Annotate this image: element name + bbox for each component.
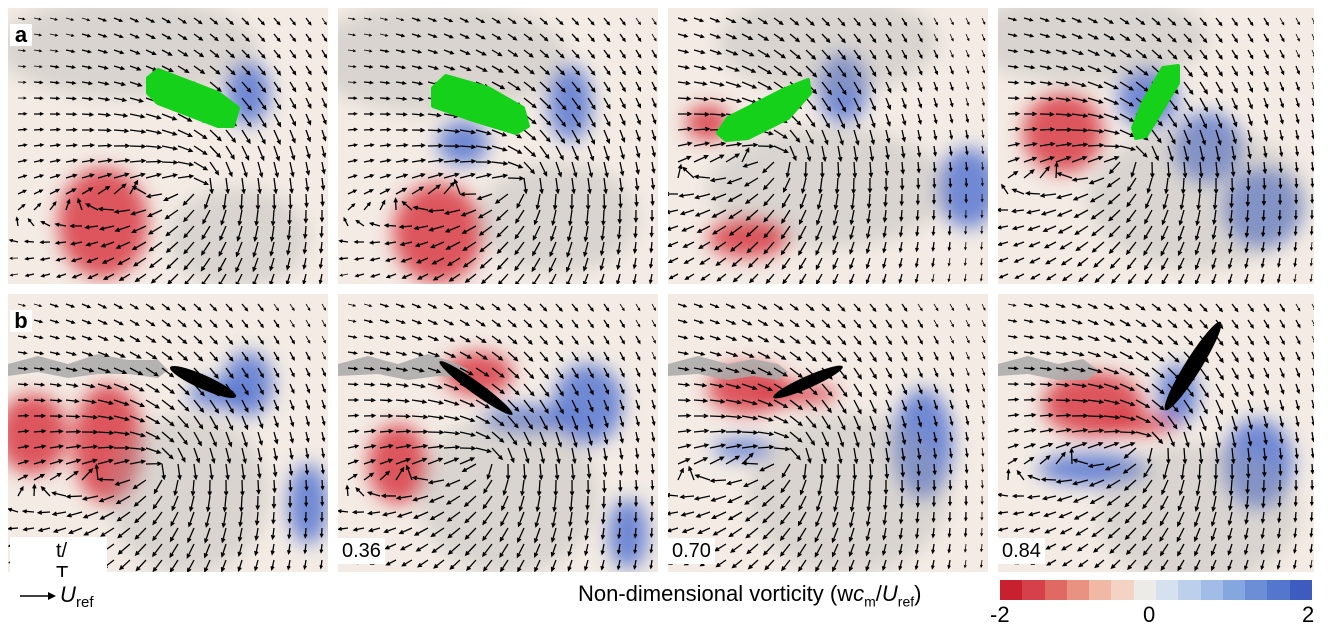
time-label-2: 0.36 bbox=[338, 538, 385, 564]
wing-measured-shape bbox=[716, 78, 812, 142]
wing-simulated-shape bbox=[439, 361, 513, 415]
negative-vortex bbox=[438, 121, 488, 165]
colorbar-swatch bbox=[1089, 580, 1112, 600]
panel-b-1 bbox=[8, 294, 328, 572]
colorbar-swatch bbox=[1066, 580, 1090, 600]
positive-vortex bbox=[1023, 93, 1103, 173]
colorbar-swatch bbox=[1245, 580, 1268, 600]
reference-velocity-legend: U ref bbox=[18, 582, 158, 622]
negative-vortex bbox=[713, 439, 773, 459]
colorbar-title: Non-dimensional vorticity (wcm/Uref) bbox=[578, 581, 922, 610]
colorbar-swatch bbox=[1200, 580, 1223, 600]
time-label-3: 0.70 bbox=[668, 538, 715, 564]
velocity-vectors bbox=[998, 17, 1314, 284]
wake-region bbox=[8, 8, 258, 98]
positive-vortex bbox=[1098, 414, 1178, 434]
panel-b-2 bbox=[338, 294, 658, 572]
wake-region bbox=[718, 8, 938, 93]
colorbar-swatch bbox=[1289, 580, 1312, 600]
negative-vortex bbox=[608, 499, 648, 569]
reference-arrow-icon bbox=[20, 592, 56, 600]
panel-b-3 bbox=[668, 294, 988, 572]
wing-measured-shape bbox=[431, 74, 530, 135]
wing-simulated-shape bbox=[169, 366, 237, 398]
wing-measured-shape bbox=[146, 68, 240, 128]
panel-b-4 bbox=[998, 294, 1314, 572]
velocity-vectors bbox=[998, 303, 1314, 572]
positive-vortex bbox=[8, 394, 68, 474]
wing-measured-shape bbox=[1131, 64, 1180, 140]
velocity-vectors bbox=[668, 17, 986, 284]
time-label-initial: T 0.00 bbox=[56, 563, 68, 577]
panel-a-3 bbox=[668, 8, 988, 284]
wake-trail bbox=[338, 354, 468, 380]
time-label-t-over: t/ bbox=[56, 540, 68, 562]
panel-a-1 bbox=[8, 8, 328, 284]
reference-velocity-symbol: U bbox=[60, 582, 76, 607]
row-label-b: b bbox=[10, 310, 32, 332]
colorbar-swatch bbox=[1044, 580, 1067, 600]
row-label-a: a bbox=[10, 24, 32, 46]
wing-simulated-shape bbox=[773, 365, 843, 399]
colorbar-swatch bbox=[1267, 580, 1290, 600]
velocity-vectors bbox=[8, 303, 327, 572]
wake-region bbox=[418, 414, 598, 572]
reference-velocity-subscript: ref bbox=[76, 594, 94, 611]
colorbar bbox=[1000, 580, 1312, 600]
negative-vortex bbox=[288, 464, 328, 544]
colorbar-swatch bbox=[1111, 580, 1134, 600]
velocity-vectors bbox=[8, 17, 328, 284]
colorbar-swatch bbox=[1222, 580, 1246, 600]
time-label-4: 0.84 bbox=[998, 538, 1045, 564]
positive-vortex bbox=[708, 218, 788, 258]
positive-vortex bbox=[393, 183, 483, 283]
wake-region bbox=[748, 414, 948, 572]
wake-trail bbox=[8, 354, 168, 378]
wing-simulated-shape bbox=[1164, 321, 1222, 411]
panel-a-2 bbox=[338, 8, 658, 284]
positive-vortex bbox=[758, 384, 838, 404]
wake-region bbox=[338, 8, 568, 113]
colorbar-swatch bbox=[1000, 580, 1023, 600]
colorbar-tick-max: 2 bbox=[1302, 602, 1315, 627]
wake-region bbox=[998, 8, 1208, 83]
positive-vortex bbox=[368, 424, 428, 504]
time-label-first: t/ T 0.00 bbox=[10, 537, 107, 577]
negative-vortex bbox=[548, 65, 592, 141]
colorbar-tick-min: -2 bbox=[990, 602, 1010, 627]
positive-vortex bbox=[58, 168, 148, 278]
colorbar-swatch bbox=[1022, 580, 1045, 600]
wake-region bbox=[1088, 128, 1308, 268]
colorbar-swatch bbox=[1133, 580, 1156, 600]
positive-vortex bbox=[443, 352, 513, 396]
wake-region bbox=[478, 163, 638, 273]
colorbar-tick-mid: 0 bbox=[1143, 602, 1156, 627]
colorbar-swatch bbox=[1155, 580, 1179, 600]
colorbar-swatch bbox=[1178, 580, 1201, 600]
velocity-vectors bbox=[338, 17, 657, 284]
panel-a-4 bbox=[998, 8, 1314, 284]
